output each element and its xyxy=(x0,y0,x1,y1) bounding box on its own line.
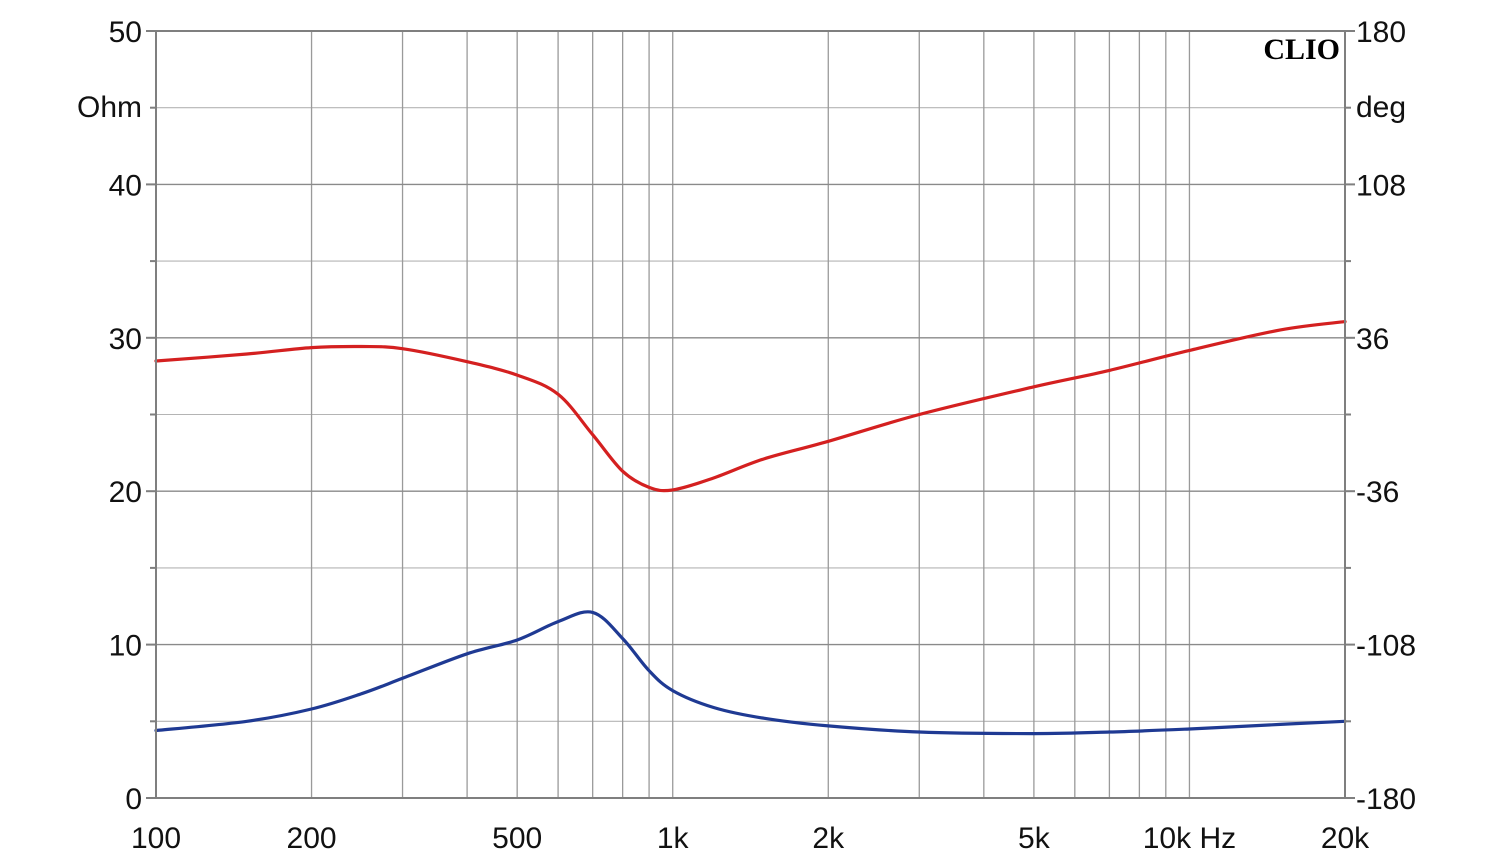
clio-brand-logo: CLIO xyxy=(1263,33,1340,66)
x-tick-label: 200 xyxy=(287,822,337,855)
y-right-tick-label: 36 xyxy=(1356,323,1389,356)
y-right-tick-labels: -180 -108 -36 36 108 180 xyxy=(1356,16,1416,816)
series-layer xyxy=(154,320,1347,736)
minor-grid xyxy=(156,107,1345,722)
y-left-tick-label: 40 xyxy=(109,169,142,202)
x-tick-label: 500 xyxy=(492,822,542,855)
y-left-tick-label: 30 xyxy=(109,323,142,356)
x-tick-label: 100 xyxy=(131,822,181,855)
y-right-tick-label: -36 xyxy=(1356,476,1399,509)
y-right-tick-label: 180 xyxy=(1356,16,1406,49)
x-tick-label: 1k xyxy=(657,822,690,855)
y-left-tick-label: 0 xyxy=(125,783,142,816)
y-right-tick-label: -108 xyxy=(1356,630,1416,663)
phase-curve xyxy=(154,320,1347,493)
y-right-tick-label: 108 xyxy=(1356,169,1406,202)
y-left-tick-label: 20 xyxy=(109,476,142,509)
y-left-tick-label: 50 xyxy=(109,16,142,49)
x-tick-labels: 100 200 500 1k 2k 5k 10k Hz 20k xyxy=(131,822,1370,855)
y-right-unit-label: deg xyxy=(1356,91,1406,124)
x-tick-label: 2k xyxy=(812,822,845,855)
tick-marks xyxy=(146,30,1355,799)
y-left-tick-label: 10 xyxy=(109,630,142,663)
y-left-tick-labels: 0 10 20 30 40 50 xyxy=(109,16,142,816)
major-grid xyxy=(156,31,1345,798)
impedance-curve xyxy=(154,610,1347,736)
y-right-tick-label: -180 xyxy=(1356,783,1416,816)
x-tick-label: 5k xyxy=(1018,822,1051,855)
x-tick-label: 20k xyxy=(1321,822,1370,855)
x-tick-label: 10k Hz xyxy=(1143,822,1236,855)
y-left-unit-label: Ohm xyxy=(77,91,142,124)
